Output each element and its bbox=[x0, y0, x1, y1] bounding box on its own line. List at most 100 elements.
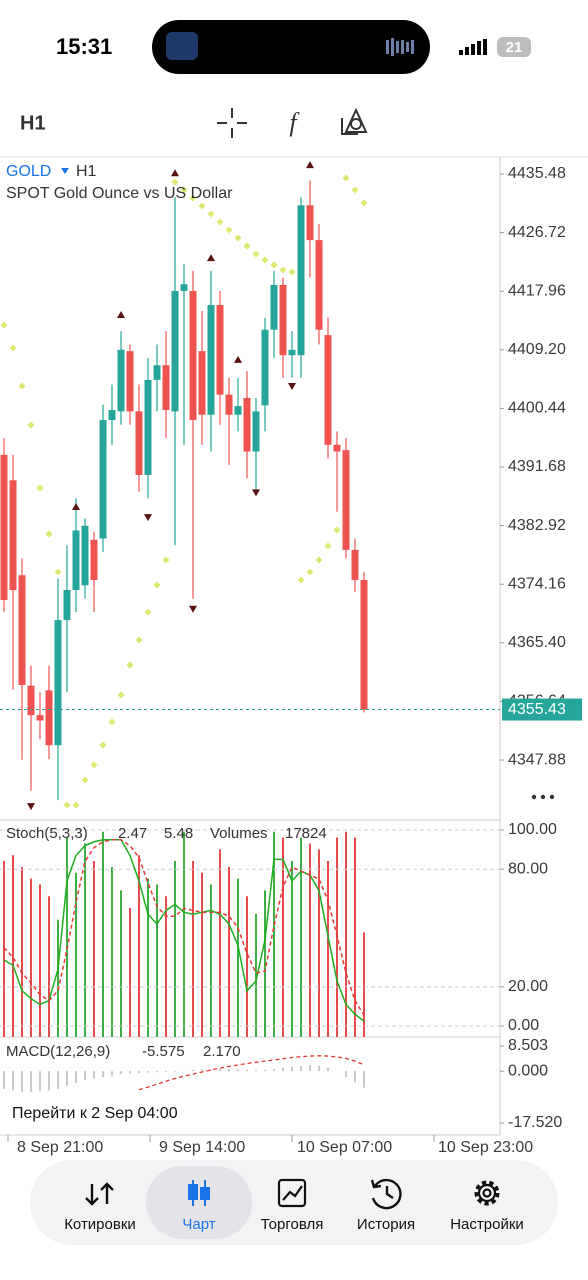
sar-dot bbox=[90, 761, 98, 769]
x-tick-label: 9 Sep 14:00 bbox=[159, 1139, 245, 1156]
y-tick-label: -17.520 bbox=[508, 1114, 562, 1131]
y-tick-label: 4382.92 bbox=[508, 517, 566, 534]
app-thumb bbox=[166, 32, 198, 60]
nav-active-bg bbox=[146, 1166, 252, 1239]
y-tick-label: 20.00 bbox=[508, 978, 548, 995]
nav-quotes[interactable]: Котировки bbox=[64, 1182, 136, 1233]
sar-dot bbox=[252, 250, 260, 258]
fractal-down bbox=[252, 489, 260, 497]
candle-body bbox=[81, 525, 89, 586]
candle-body bbox=[342, 450, 350, 550]
y-tick-label: 4417.96 bbox=[508, 282, 566, 299]
more-button[interactable] bbox=[531, 794, 555, 800]
candle-body bbox=[315, 240, 323, 330]
fractal-up bbox=[207, 254, 215, 262]
fractal-down bbox=[144, 514, 152, 522]
x-tick-label: 10 Sep 07:00 bbox=[297, 1139, 392, 1156]
candle-body bbox=[351, 549, 359, 580]
candle-body bbox=[0, 454, 8, 601]
sar-dot bbox=[162, 556, 170, 564]
audio-wave bbox=[386, 38, 414, 56]
indicator-title: MACD(12,26,9) bbox=[6, 1043, 110, 1060]
sar-dot bbox=[351, 186, 359, 194]
sar-dot bbox=[171, 178, 179, 186]
candle-body bbox=[171, 290, 179, 412]
sar-dot bbox=[297, 576, 305, 584]
candle-body bbox=[144, 379, 152, 475]
y-tick-label: 4400.44 bbox=[508, 400, 566, 417]
indicator-value: 5.48 bbox=[164, 825, 193, 842]
sar-dot bbox=[234, 234, 242, 242]
indicator-value: 2.47 bbox=[118, 825, 147, 842]
sar-dot bbox=[324, 542, 332, 550]
sar-dot bbox=[198, 202, 206, 210]
candle-body bbox=[288, 349, 296, 356]
candle-body bbox=[297, 205, 305, 356]
nav-history[interactable]: История bbox=[357, 1178, 415, 1233]
sar-dot bbox=[315, 556, 323, 564]
symbol[interactable]: GOLD bbox=[6, 163, 51, 180]
objects-button[interactable] bbox=[341, 107, 368, 135]
candle-body bbox=[153, 365, 161, 380]
goto-banner[interactable] bbox=[4, 1097, 214, 1131]
fractal-down bbox=[27, 803, 35, 811]
symbol-dropdown[interactable] bbox=[61, 168, 69, 174]
nav-label[interactable]: Чарт bbox=[182, 1216, 215, 1233]
timeframe-button[interactable]: H1 bbox=[20, 112, 46, 134]
price-label: 4355.43 bbox=[508, 701, 566, 718]
dynamic-island bbox=[152, 20, 430, 74]
candle-body bbox=[270, 284, 278, 330]
sar-dot bbox=[36, 484, 44, 492]
sar-dot bbox=[189, 194, 197, 202]
candle-body bbox=[306, 205, 314, 241]
indicators-button[interactable]: f bbox=[289, 108, 300, 137]
nav-label[interactable]: Торговля bbox=[261, 1216, 324, 1233]
candle-body bbox=[72, 530, 80, 590]
candle-body bbox=[234, 406, 242, 415]
y-tick-label: 4391.68 bbox=[508, 458, 566, 475]
nav-label[interactable]: Настройки bbox=[450, 1216, 524, 1233]
candle-body bbox=[180, 284, 188, 291]
candle-body bbox=[189, 290, 197, 421]
indicator-value: -5.575 bbox=[142, 1043, 185, 1060]
sar-dot bbox=[27, 421, 35, 429]
fractal-up bbox=[306, 161, 314, 169]
candle-body bbox=[9, 480, 17, 590]
chart-timeframe: H1 bbox=[76, 163, 97, 180]
sar-dot bbox=[342, 174, 350, 182]
nav-label[interactable]: Котировки bbox=[64, 1216, 136, 1233]
battery-level: 21 bbox=[506, 39, 523, 56]
x-tick-label: 8 Sep 21:00 bbox=[17, 1139, 103, 1156]
sar-dot bbox=[9, 344, 17, 352]
candle-body bbox=[36, 715, 44, 721]
candle-body bbox=[126, 351, 134, 412]
y-tick-label: 0.000 bbox=[508, 1062, 548, 1079]
fractal-up bbox=[171, 169, 179, 177]
candle-body bbox=[27, 685, 35, 716]
goto-text[interactable]: Перейти к 2 Sep 04:00 bbox=[12, 1105, 178, 1122]
y-tick-label: 8.503 bbox=[508, 1037, 548, 1054]
nav-settings[interactable]: Настройки bbox=[450, 1180, 524, 1233]
indicator-title: Stoch(5,3,3) bbox=[6, 825, 88, 842]
nav-trade[interactable]: Торговля bbox=[261, 1178, 324, 1233]
sar-dot bbox=[153, 581, 161, 589]
nav-chart[interactable]: Чарт bbox=[182, 1180, 216, 1233]
crosshair-button[interactable] bbox=[217, 108, 247, 138]
candle-body bbox=[162, 365, 170, 411]
candle-body bbox=[117, 349, 125, 412]
sar-dot bbox=[144, 608, 152, 616]
candle-body bbox=[324, 335, 332, 445]
price-label-bg bbox=[502, 698, 582, 721]
sar-dot bbox=[108, 718, 116, 726]
candle-body bbox=[54, 620, 62, 746]
fractal-up bbox=[72, 503, 80, 511]
sar-dot bbox=[126, 661, 134, 669]
chart-subtitle: SPOT Gold Ounce vs US Dollar bbox=[6, 185, 233, 202]
indicator-value: 17824 bbox=[285, 825, 327, 842]
candle-body bbox=[18, 575, 26, 685]
nav-label[interactable]: История bbox=[357, 1216, 415, 1233]
candle-body bbox=[63, 589, 71, 621]
clock: 15:31 bbox=[56, 34, 112, 59]
sar-dot bbox=[225, 226, 233, 234]
